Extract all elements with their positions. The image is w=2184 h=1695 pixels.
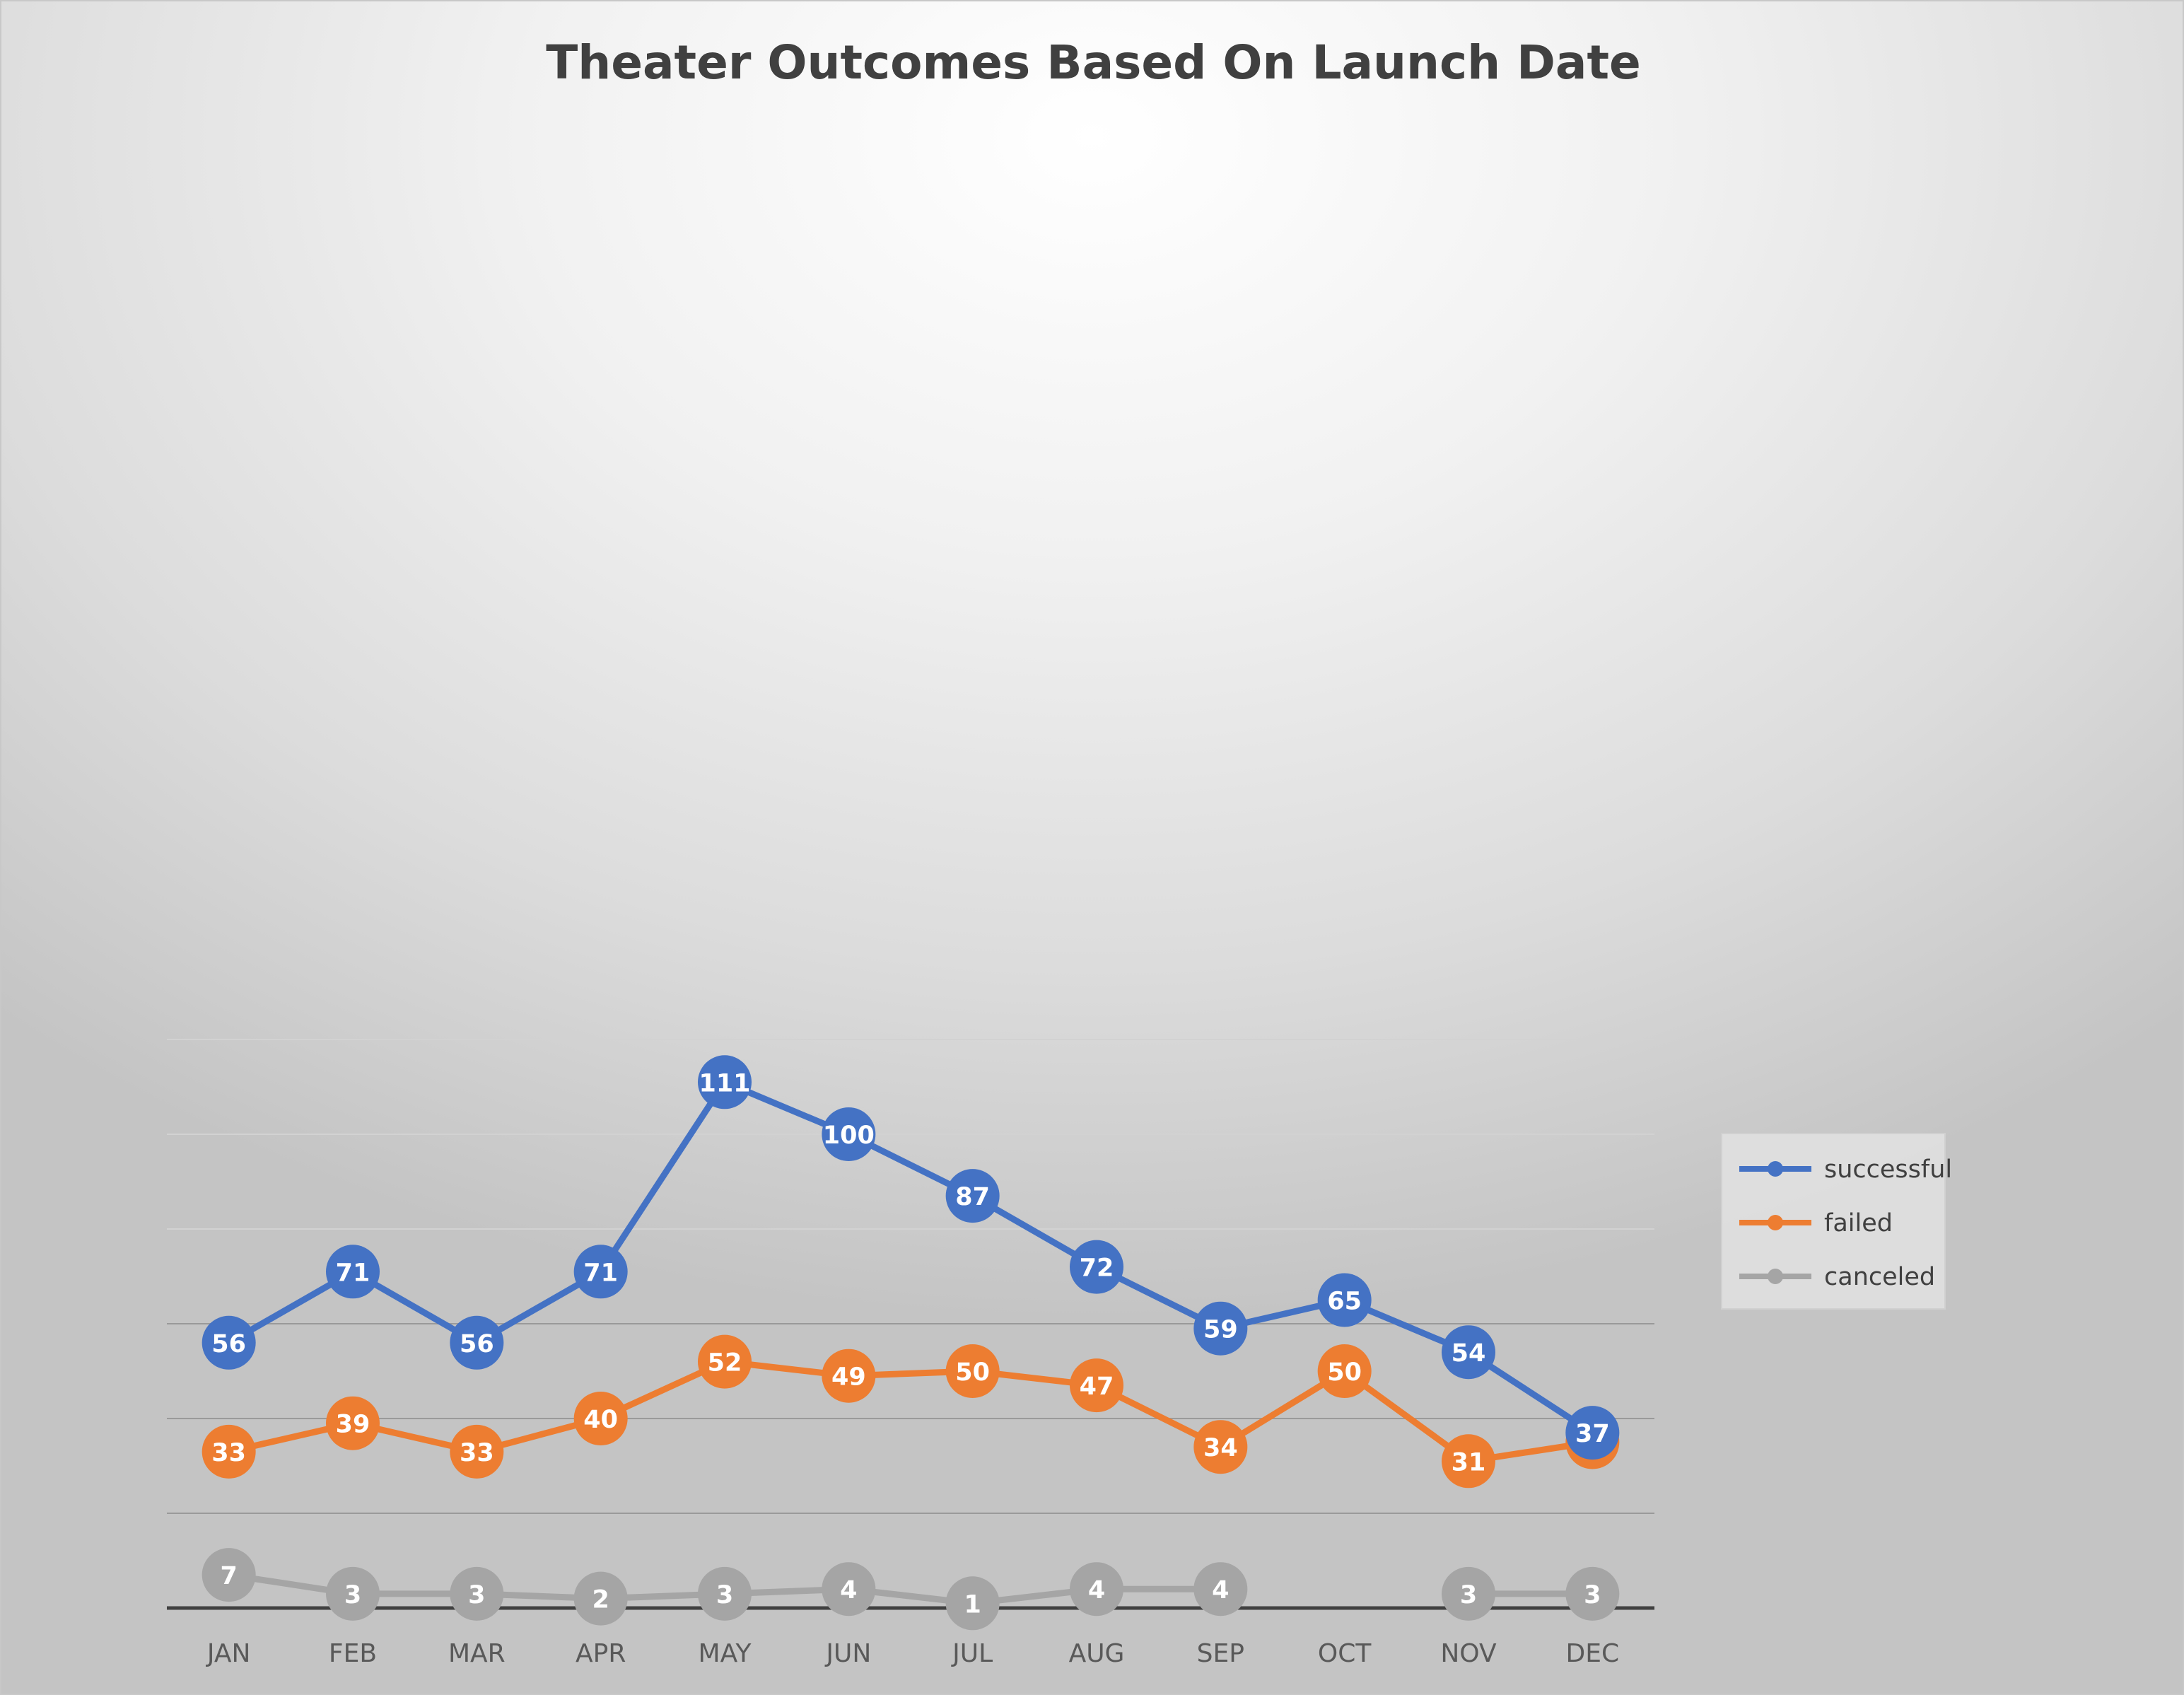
data-point-canceled bbox=[1070, 1562, 1123, 1617]
data-label-successful: 59 bbox=[1203, 1316, 1238, 1344]
series-line-failed bbox=[226, 1358, 1596, 1464]
data-label-failed: 33 bbox=[460, 1439, 494, 1467]
data-point-successful bbox=[1070, 1240, 1123, 1294]
data-point-canceled bbox=[326, 1566, 380, 1621]
data-point-failed bbox=[202, 1424, 256, 1479]
chart-legend: successful failed canceled bbox=[1721, 1133, 1952, 1310]
data-point-successful bbox=[1317, 1273, 1372, 1327]
x-tick-label: AUG bbox=[1069, 1639, 1125, 1668]
data-point-successful bbox=[450, 1315, 504, 1370]
x-tick-label: SEP bbox=[1197, 1639, 1244, 1668]
data-point-failed bbox=[1070, 1358, 1123, 1413]
data-label-canceled: 4 bbox=[1088, 1576, 1105, 1604]
legend-swatch-marker bbox=[1768, 1161, 1783, 1177]
data-point-successful bbox=[1565, 1406, 1620, 1460]
legend-swatch bbox=[1739, 1161, 1811, 1177]
data-label-successful: 72 bbox=[1080, 1254, 1114, 1283]
legend-swatch bbox=[1739, 1215, 1811, 1230]
data-label-canceled: 1 bbox=[964, 1590, 981, 1619]
data-label-canceled: 4 bbox=[1212, 1576, 1229, 1604]
data-point-successful bbox=[698, 1055, 752, 1109]
data-point-canceled bbox=[1442, 1566, 1495, 1621]
data-label-failed: 40 bbox=[583, 1406, 618, 1434]
data-label-successful: 37 bbox=[1575, 1420, 1610, 1448]
data-point-canceled bbox=[202, 1548, 256, 1602]
legend-label: successful bbox=[1824, 1155, 1953, 1184]
legend-swatch bbox=[1739, 1269, 1811, 1284]
chart-title: Theater Outcomes Based On Launch Date bbox=[546, 35, 1641, 90]
data-point-successful bbox=[945, 1169, 1000, 1223]
data-point-failed bbox=[1317, 1344, 1372, 1398]
data-label-failed: 31 bbox=[1452, 1448, 1486, 1476]
legend-label: failed bbox=[1824, 1209, 1893, 1237]
data-point-canceled bbox=[1193, 1562, 1248, 1617]
data-label-canceled: 3 bbox=[344, 1581, 361, 1609]
data-point-canceled bbox=[698, 1566, 752, 1621]
data-label-successful: 71 bbox=[336, 1259, 370, 1287]
x-tick-label: MAR bbox=[448, 1639, 506, 1668]
data-label-failed: 47 bbox=[1080, 1373, 1114, 1401]
x-tick-label: APR bbox=[576, 1639, 626, 1668]
data-point-failed bbox=[326, 1396, 380, 1450]
data-point-canceled bbox=[450, 1566, 504, 1621]
x-tick-label: DEC bbox=[1566, 1639, 1620, 1668]
data-label-canceled: 3 bbox=[716, 1581, 733, 1609]
data-label-failed: 34 bbox=[1203, 1434, 1238, 1462]
data-label-failed: 50 bbox=[955, 1358, 990, 1387]
data-point-failed bbox=[698, 1334, 752, 1389]
data-point-failed bbox=[573, 1392, 628, 1445]
data-point-canceled bbox=[945, 1576, 1000, 1631]
data-point-successful bbox=[1193, 1301, 1248, 1356]
data-label-successful: 54 bbox=[1452, 1339, 1486, 1368]
data-label-successful: 71 bbox=[583, 1259, 618, 1287]
legend-swatch-marker bbox=[1768, 1269, 1783, 1284]
x-tick-label: FEB bbox=[329, 1639, 377, 1668]
data-point-successful bbox=[202, 1315, 256, 1370]
legend-item-successful: successful bbox=[1738, 1151, 1952, 1187]
data-point-failed bbox=[450, 1424, 504, 1479]
x-tick-label: JUN bbox=[824, 1639, 871, 1668]
data-label-canceled: 7 bbox=[220, 1562, 237, 1590]
data-point-failed bbox=[1193, 1420, 1248, 1474]
data-label-successful: 87 bbox=[955, 1183, 990, 1211]
data-label-canceled: 4 bbox=[840, 1576, 857, 1604]
legend-swatch-marker bbox=[1768, 1215, 1783, 1230]
data-label-successful: 56 bbox=[460, 1330, 494, 1358]
data-label-successful: 100 bbox=[823, 1122, 875, 1150]
legend-item-failed: failed bbox=[1738, 1205, 1943, 1240]
data-point-failed bbox=[822, 1349, 876, 1403]
data-label-canceled: 3 bbox=[1460, 1581, 1477, 1609]
x-tick-label: JAN bbox=[206, 1639, 251, 1668]
data-label-failed: 39 bbox=[336, 1411, 370, 1439]
data-label-successful: 111 bbox=[699, 1069, 750, 1097]
data-point-successful bbox=[822, 1107, 876, 1161]
data-point-canceled bbox=[1565, 1566, 1620, 1621]
x-tick-label: OCT bbox=[1318, 1639, 1372, 1668]
data-label-successful: 56 bbox=[211, 1330, 246, 1358]
data-point-successful bbox=[326, 1245, 380, 1299]
data-label-failed: 49 bbox=[831, 1363, 866, 1392]
data-label-canceled: 3 bbox=[468, 1581, 485, 1609]
data-point-failed bbox=[945, 1344, 1000, 1398]
data-point-successful bbox=[573, 1245, 628, 1299]
data-point-canceled bbox=[573, 1571, 628, 1626]
x-tick-label: NOV bbox=[1440, 1639, 1497, 1668]
x-tick-label: MAY bbox=[699, 1639, 752, 1668]
data-point-canceled bbox=[822, 1562, 876, 1617]
data-point-failed bbox=[1442, 1434, 1495, 1489]
data-label-canceled: 2 bbox=[592, 1586, 609, 1614]
x-tick-label: JUL bbox=[951, 1639, 993, 1668]
legend-label: canceled bbox=[1824, 1263, 1936, 1291]
data-label-failed: 33 bbox=[211, 1439, 246, 1467]
data-label-failed: 52 bbox=[708, 1349, 742, 1377]
data-label-canceled: 3 bbox=[1584, 1581, 1601, 1609]
data-label-failed: 50 bbox=[1327, 1358, 1362, 1387]
data-point-successful bbox=[1442, 1325, 1495, 1380]
legend-item-canceled: canceled bbox=[1738, 1259, 1943, 1294]
data-label-successful: 65 bbox=[1327, 1288, 1362, 1316]
